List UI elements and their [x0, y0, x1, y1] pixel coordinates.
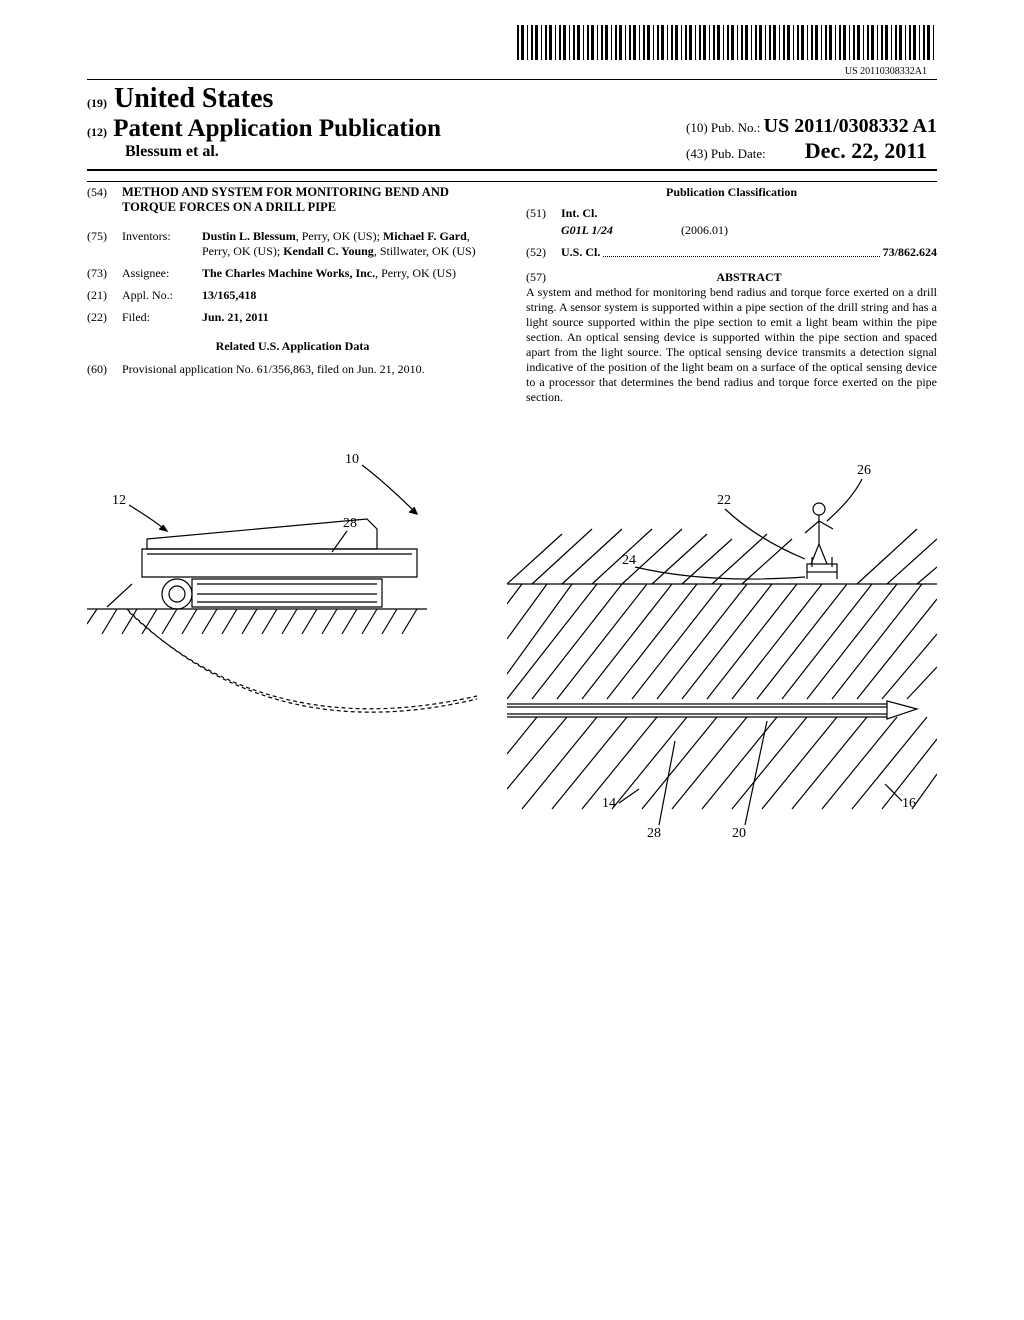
leader-dots — [603, 246, 879, 257]
filed-label: Filed: — [122, 310, 202, 325]
uscl-label: U.S. Cl. — [561, 245, 600, 260]
assignee-label: Assignee: — [122, 266, 202, 281]
intcl-label: Int. Cl. — [561, 206, 937, 221]
code-54: (54) — [87, 185, 122, 215]
uscl-value: 73/862.624 — [883, 245, 937, 260]
filed-value: Jun. 21, 2011 — [202, 310, 498, 325]
figure-left: 10 12 28 — [87, 449, 507, 849]
barcode-block: US 20110308332A1 — [87, 25, 937, 77]
fig-label-12: 12 — [112, 493, 126, 508]
code-21: (21) — [87, 288, 122, 303]
header-left: (19) United States (12) Patent Applicati… — [87, 83, 441, 164]
authors-line: Blessum et al. — [125, 143, 441, 161]
figures-block: 10 12 28 — [87, 449, 937, 849]
figure-right: 26 22 24 — [507, 449, 937, 849]
provisional-text: Provisional application No. 61/356,863, … — [122, 362, 498, 377]
pubno-label: Pub. No.: — [711, 120, 760, 135]
inventors-value: Dustin L. Blessum, Perry, OK (US); Micha… — [202, 229, 498, 259]
pubdate-label: Pub. Date: — [711, 146, 766, 161]
related-heading: Related U.S. Application Data — [87, 339, 498, 354]
fig-label-28a: 28 — [343, 516, 357, 531]
rule-bottom — [87, 181, 937, 182]
cross-section-svg: 26 22 24 — [507, 449, 937, 849]
barcode-number: US 20110308332A1 — [87, 66, 927, 77]
code-22: (22) — [87, 310, 122, 325]
pubno: US 2011/0308332 A1 — [764, 115, 937, 137]
abstract-heading: ABSTRACT — [561, 270, 937, 285]
drill-rig-svg: 10 12 28 — [87, 449, 487, 759]
fig-label-22: 22 — [717, 493, 731, 508]
pub-class-heading: Publication Classification — [526, 185, 937, 200]
rule-top — [87, 79, 937, 80]
code-12: (12) — [87, 125, 107, 139]
applno-label: Appl. No.: — [122, 288, 202, 303]
applno-value: 13/165,418 — [202, 288, 498, 303]
code-43: (43) — [686, 146, 708, 161]
fig-label-14: 14 — [602, 796, 616, 811]
invention-title: METHOD AND SYSTEM FOR MONITORING BEND AN… — [122, 185, 498, 215]
code-10: (10) — [686, 120, 708, 135]
inventors-label: Inventors: — [122, 229, 202, 259]
header-right: (10) Pub. No.: US 2011/0308332 A1 (43) P… — [686, 83, 937, 164]
right-column: Publication Classification (51) Int. Cl.… — [526, 185, 937, 405]
columns: (54) METHOD AND SYSTEM FOR MONITORING BE… — [87, 185, 937, 405]
country-name: United States — [114, 83, 273, 114]
fig-label-10: 10 — [345, 452, 359, 467]
fig-label-16: 16 — [902, 796, 916, 811]
code-51: (51) — [526, 206, 561, 221]
code-19: (19) — [87, 96, 107, 110]
fig-label-28b: 28 — [647, 826, 661, 841]
intcl-code: G01L 1/24 — [561, 223, 681, 238]
left-column: (54) METHOD AND SYSTEM FOR MONITORING BE… — [87, 185, 498, 405]
code-60: (60) — [87, 362, 122, 377]
fig-label-26: 26 — [857, 463, 871, 478]
abstract-text: A system and method for monitoring bend … — [526, 285, 937, 405]
code-52: (52) — [526, 245, 561, 260]
code-75: (75) — [87, 229, 122, 259]
code-73: (73) — [87, 266, 122, 281]
fig-label-20: 20 — [732, 826, 746, 841]
intcl-date: (2006.01) — [681, 223, 728, 238]
pubdate: Dec. 22, 2011 — [805, 138, 927, 163]
header: (19) United States (12) Patent Applicati… — [87, 83, 937, 171]
code-57: (57) — [526, 270, 561, 285]
assignee-value: The Charles Machine Works, Inc., Perry, … — [202, 266, 498, 281]
pub-type: Patent Application Publication — [113, 115, 441, 142]
barcode-graphic — [517, 25, 937, 60]
